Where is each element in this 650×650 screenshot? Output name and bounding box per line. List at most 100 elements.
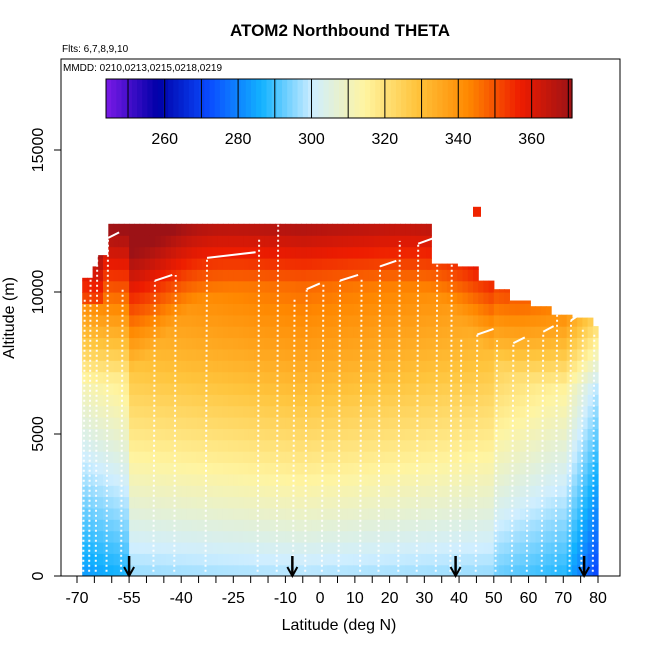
heatmap-cell (259, 439, 266, 452)
heatmap-cell (384, 269, 391, 282)
heatmap-cell (321, 553, 328, 566)
heatmap-cell (426, 223, 432, 236)
heatmap-cell (582, 519, 589, 532)
heatmap-cell (400, 428, 406, 441)
heatmap-cell (275, 564, 281, 576)
heatmap-cell (551, 519, 557, 532)
heatmap-cell (384, 360, 391, 373)
heatmap-cell (113, 541, 120, 554)
heatmap-cell (342, 314, 349, 327)
heatmap-cell (368, 246, 375, 259)
heatmap-cell (420, 564, 427, 576)
heatmap-cell (228, 417, 234, 429)
heatmap-cell (347, 326, 354, 339)
heatmap-cell (207, 246, 214, 259)
heatmap-cell (238, 246, 245, 259)
heatmap-cell (207, 451, 214, 463)
heatmap-cell (368, 337, 375, 350)
heatmap-cell (160, 246, 167, 259)
heatmap-cell (535, 382, 542, 395)
heatmap-cell (129, 417, 135, 429)
heatmap-cell (248, 371, 255, 384)
heatmap-cell (374, 246, 380, 259)
colorbar-swatch (504, 79, 511, 118)
heatmap-cell (269, 564, 276, 576)
heatmap-cell (254, 235, 260, 248)
heatmap-cell (222, 405, 229, 418)
heatmap-cell (488, 382, 495, 395)
heatmap-cell (431, 303, 438, 316)
heatmap-cell (519, 451, 526, 463)
heatmap-cell (149, 371, 156, 384)
profile-track (359, 277, 363, 572)
heatmap-cell (572, 428, 578, 441)
heatmap-cell (457, 303, 464, 316)
heatmap-cell (394, 507, 401, 520)
heatmap-cell (493, 382, 500, 395)
heatmap-cell (483, 485, 490, 498)
heatmap-cell (212, 473, 219, 486)
heatmap-cell (254, 553, 260, 566)
heatmap-cell (327, 530, 333, 543)
heatmap-cell (217, 223, 224, 236)
heatmap-cell (410, 292, 417, 304)
heatmap-cell (566, 507, 573, 520)
heatmap-cell (519, 417, 526, 429)
heatmap-cell (259, 405, 266, 418)
heatmap-cell (545, 371, 552, 384)
heatmap-cell (97, 473, 104, 486)
heatmap-cell (483, 337, 490, 350)
heatmap-cell (504, 348, 510, 361)
heatmap-cell (514, 473, 521, 486)
heatmap-cell (82, 462, 88, 475)
colorbar-swatch (209, 79, 216, 118)
heatmap-cell (228, 462, 234, 475)
heatmap-cell (92, 266, 99, 270)
heatmap-cell (467, 473, 474, 486)
heatmap-cell (342, 519, 349, 532)
heatmap-cell (347, 371, 354, 384)
heatmap-cell (582, 541, 589, 554)
heatmap-cell (243, 348, 250, 361)
heatmap-cell (108, 337, 115, 350)
profile-track (120, 289, 124, 572)
heatmap-cell (415, 292, 422, 304)
heatmap-cell (275, 303, 281, 316)
heatmap-cell (123, 371, 130, 384)
heatmap-cell (499, 314, 505, 327)
heatmap-cell (436, 280, 443, 293)
heatmap-cell (478, 292, 484, 304)
heatmap-cell (186, 519, 193, 532)
heatmap-cell (212, 292, 219, 304)
heatmap-cell (186, 451, 193, 463)
colorbar-swatch (199, 79, 205, 118)
heatmap-cell (149, 553, 156, 566)
heatmap-cell (353, 564, 359, 576)
heatmap-cell (170, 326, 177, 339)
heatmap-cell (280, 246, 286, 259)
heatmap-cell (572, 496, 578, 509)
heatmap-cell (269, 314, 276, 327)
heatmap-cell (353, 337, 359, 350)
heatmap-cell (306, 337, 312, 350)
heatmap-cell (426, 473, 432, 486)
heatmap-cell (248, 235, 255, 248)
heatmap-cell (259, 382, 266, 395)
heatmap-cell (394, 553, 401, 566)
heatmap-cell (129, 257, 135, 270)
heatmap-cell (233, 246, 240, 259)
heatmap-cell (290, 223, 297, 236)
heatmap-cell (259, 451, 266, 463)
heatmap-cell (228, 292, 234, 304)
heatmap-cell (248, 303, 255, 316)
heatmap-cell (207, 326, 214, 339)
heatmap-cell (321, 564, 328, 576)
heatmap-cell (592, 360, 599, 373)
heatmap-cell (540, 473, 547, 486)
heatmap-cell (426, 507, 432, 520)
heatmap-cell (113, 223, 120, 236)
heatmap-cell (259, 303, 266, 316)
heatmap-cell (259, 314, 266, 327)
heatmap-cell (233, 417, 240, 429)
heatmap-cell (275, 246, 281, 259)
